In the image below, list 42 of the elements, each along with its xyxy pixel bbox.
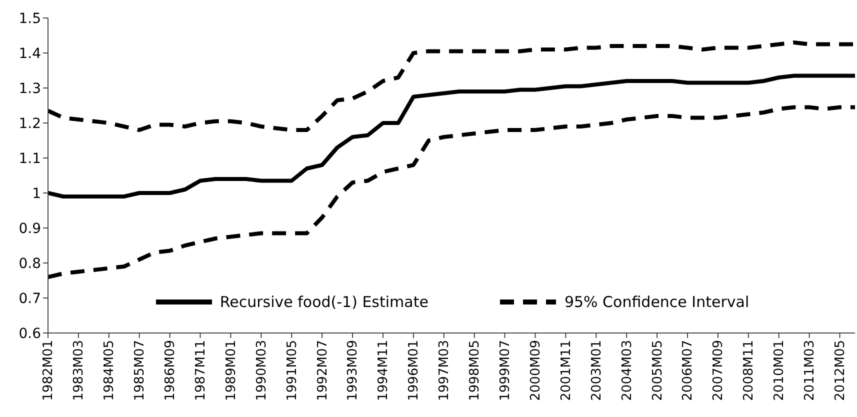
x-tick-label: 1998M05 <box>468 340 483 401</box>
x-tick-label: 1999M07 <box>498 340 514 401</box>
x-tick-label: 1984M05 <box>102 340 118 401</box>
x-tick-label: 1989M01 <box>224 340 239 401</box>
line-series <box>48 40 855 132</box>
x-tick-label: 1983M03 <box>72 340 87 401</box>
line-series <box>48 74 855 198</box>
x-tick-label: 2008M11 <box>742 340 757 401</box>
x-tick-label: 2011M03 <box>802 340 818 401</box>
y-tick-label: 1.2 <box>18 116 41 132</box>
x-tick-label: 2007M09 <box>711 340 726 401</box>
legend-label: 95% Confidence Interval <box>564 293 750 311</box>
x-tick-label: 2003M01 <box>589 340 604 401</box>
x-tick-label: 1982M01 <box>41 340 56 401</box>
x-tick-label: 1994M11 <box>376 340 392 401</box>
y-tick-label: 0.9 <box>18 220 41 237</box>
x-tick-label: 1991M05 <box>284 340 300 401</box>
x-tick-label: 2006M07 <box>680 340 696 401</box>
y-tick-label: 0.6 <box>18 326 42 342</box>
legend-label: Recursive food(-1) Estimate <box>220 293 428 311</box>
x-tick-label: 1993M09 <box>346 340 361 401</box>
x-tick-label: 2000M09 <box>528 340 544 401</box>
x-tick-label: 1996M01 <box>406 340 422 401</box>
y-tick-label: 1 <box>32 186 41 202</box>
x-tick-label: 1997M03 <box>437 340 452 401</box>
line-series <box>48 105 855 279</box>
x-tick-label: 1992M07 <box>315 340 330 401</box>
x-tick-label: 2004M03 <box>620 340 635 401</box>
x-tick-label: 2012M05 <box>833 340 848 401</box>
y-tick-label: 0.7 <box>18 290 41 307</box>
y-tick-label: 1.4 <box>18 46 42 62</box>
x-tick-label: 1987M11 <box>193 340 208 401</box>
x-tick-label: 1986M09 <box>163 340 178 401</box>
x-tick-label: 1990M03 <box>254 340 270 401</box>
x-tick-label: 2010M01 <box>772 340 788 401</box>
x-tick-label: 2001M11 <box>558 340 574 401</box>
y-tick-label: 1.1 <box>18 150 41 167</box>
y-tick-label: 1.5 <box>18 10 41 27</box>
y-tick-label: 1.3 <box>18 80 41 97</box>
x-tick-label: 1985M07 <box>132 340 148 401</box>
y-tick-label: 0.8 <box>18 256 41 272</box>
x-tick-label: 2005M05 <box>650 340 666 401</box>
